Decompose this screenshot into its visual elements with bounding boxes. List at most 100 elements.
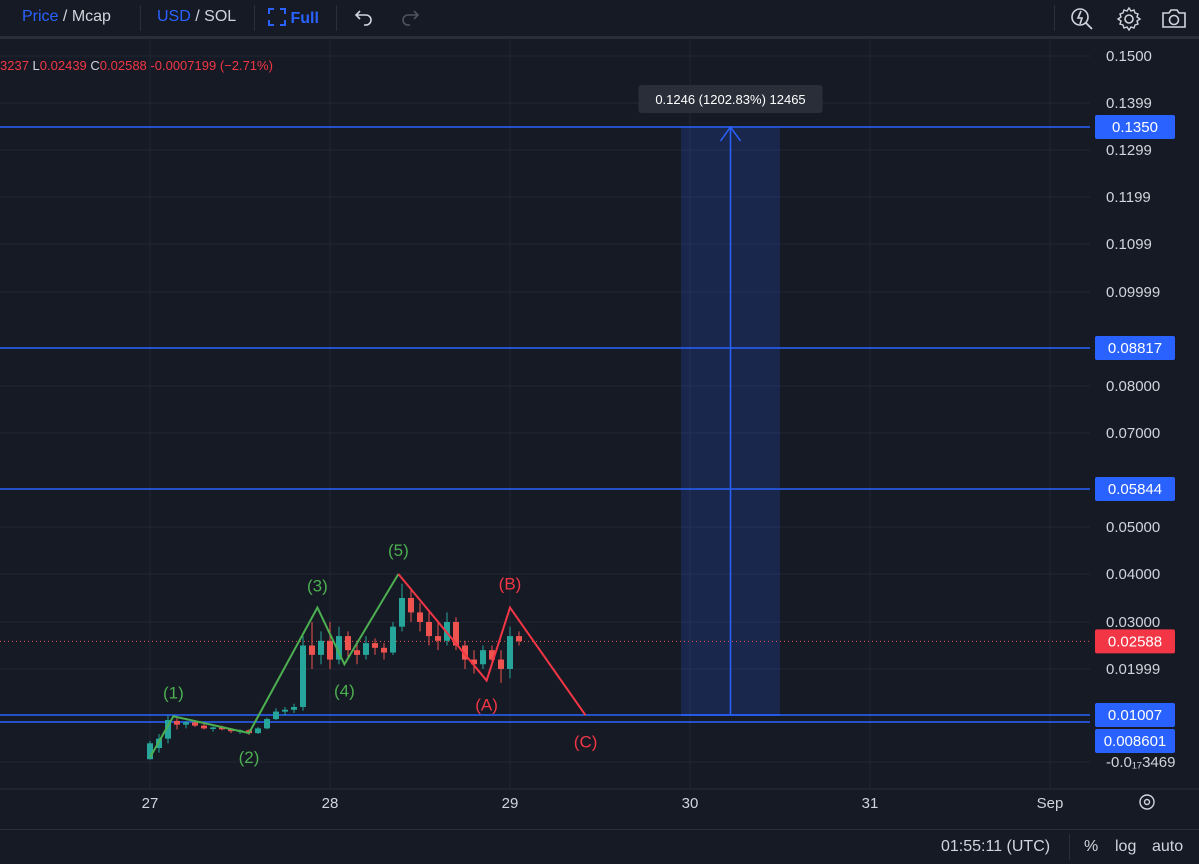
candle-body — [381, 647, 387, 653]
usd-option[interactable]: USD — [157, 8, 191, 25]
price-axis-background — [1090, 39, 1199, 789]
candle-body — [336, 636, 342, 660]
price-option[interactable]: Price — [22, 8, 59, 25]
price-line-tag-label: 0.01007 — [1108, 707, 1162, 724]
x-tick-label: 29 — [502, 795, 519, 812]
candle-body — [480, 650, 486, 665]
candle-body — [327, 640, 333, 660]
candle-body — [498, 659, 504, 669]
fullscreen-icon — [268, 8, 286, 26]
candle-body — [210, 727, 216, 729]
mcap-option[interactable]: Mcap — [71, 8, 111, 25]
x-tick-label: 27 — [142, 795, 159, 812]
price-line-tag-label: 0.1350 — [1112, 119, 1158, 136]
wave-line — [397, 573, 587, 716]
redo-button[interactable] — [398, 6, 424, 30]
wave-label: (3) — [307, 577, 328, 596]
grid-layer — [0, 39, 1090, 789]
wave-label: (B) — [499, 575, 522, 594]
y-tick-label: 0.1500 — [1106, 48, 1152, 65]
candle-body — [435, 636, 441, 641]
measure-tool: 0.1246 (1202.83%) 12465 — [638, 85, 823, 716]
ohlc-legend: 3237 L0.02439 C0.02588 -0.0007199 (−2.71… — [0, 58, 273, 73]
top-toolbar: Price / Mcap USD / SOL Full — [0, 0, 1199, 39]
candle-body — [201, 725, 207, 729]
measure-label: 0.1246 (1202.83%) 12465 — [655, 92, 805, 107]
candle-body — [255, 728, 261, 734]
price-line-tag-label: 0.08817 — [1108, 340, 1162, 357]
elliott-waves: (1) (2) (3) (4) (5) (A) (B) (C) — [149, 541, 597, 767]
full-button[interactable]: Full — [268, 8, 319, 28]
price-line-tag-label: 0.05844 — [1108, 481, 1162, 498]
candle-body — [192, 722, 198, 726]
x-tick-label: 30 — [682, 795, 699, 812]
candle-body — [462, 645, 468, 660]
y-tick-label: 0.07000 — [1106, 425, 1160, 442]
y-tick-label: 0.04000 — [1106, 566, 1160, 583]
y-tick-label: 0.1299 — [1106, 142, 1152, 159]
y-tick-label: 0.01999 — [1106, 661, 1160, 678]
alert-icon — [1071, 8, 1093, 30]
currency-toggle[interactable]: USD / SOL — [157, 8, 236, 26]
price-labels: 0.1350 0.08817 0.05844 0.01007 0.008601 0.025… — [1095, 115, 1175, 753]
auto-toggle[interactable]: auto — [1152, 838, 1184, 855]
low-value: 0.02439 — [39, 58, 87, 73]
candles — [147, 583, 522, 760]
candle-body — [183, 722, 189, 725]
wave-label: (5) — [388, 541, 409, 560]
measure-label-box — [638, 85, 823, 113]
snapshot-button[interactable] — [1160, 6, 1186, 30]
y-tick-label: 0.1099 — [1106, 236, 1152, 253]
toolbar-divider — [1054, 5, 1055, 31]
x-tick-label: 31 — [862, 795, 879, 812]
y-tick-label: 0.1399 — [1106, 95, 1152, 112]
candle-body — [228, 729, 234, 732]
price-line-tag — [1095, 336, 1175, 360]
y-tick-label: 0.09999 — [1106, 284, 1160, 301]
price-mcap-toggle[interactable]: Price / Mcap — [22, 8, 111, 26]
change-value: -0.0007199 (−2.71%) — [150, 58, 273, 73]
price-line-tag — [1095, 703, 1175, 727]
gear-icon — [1116, 6, 1142, 32]
time-axis-settings-button[interactable] — [1139, 794, 1155, 810]
utc-clock[interactable]: 01:55:11 (UTC) — [941, 838, 1051, 855]
toolbar-divider — [140, 5, 141, 31]
toolbar-divider — [254, 5, 255, 31]
price-chart[interactable]: 0.1246 (1202.83%) 12465 (1)(2)(3)(4)(5)(… — [0, 39, 1199, 829]
candle-body — [453, 622, 459, 646]
candle-body — [219, 727, 225, 730]
wave-label: (A) — [475, 696, 498, 715]
sol-option[interactable]: SOL — [204, 8, 237, 25]
candle-body — [174, 720, 180, 725]
axes: 0.1500 0.1399 0.1299 0.1199 0.1099 0.09999 0.0… — [142, 48, 1176, 812]
price-mcap-slash: / — [62, 8, 68, 25]
candle-body — [489, 650, 495, 660]
percent-toggle[interactable]: % — [1084, 838, 1099, 855]
wave-label: (4) — [334, 681, 355, 700]
camera-icon — [1162, 9, 1186, 28]
candle-body — [417, 612, 423, 622]
candle-body — [300, 645, 306, 707]
full-label: Full — [290, 10, 319, 27]
undo-button[interactable] — [352, 6, 378, 30]
alert-button[interactable] — [1069, 6, 1095, 30]
price-line-tag — [1095, 729, 1175, 753]
y-tick-label: 0.08000 — [1106, 378, 1160, 395]
candle-body — [273, 711, 279, 720]
candle-body — [147, 743, 153, 760]
candle-body — [363, 643, 369, 655]
candle-body — [345, 636, 351, 651]
wave-line — [149, 573, 400, 758]
price-lines — [0, 126, 1094, 723]
x-tick-label: Sep — [1037, 795, 1064, 812]
bottom-divider — [1069, 834, 1070, 860]
close-value: 0.02588 — [99, 58, 147, 73]
candle-body — [165, 719, 171, 739]
candle-body — [282, 709, 288, 712]
candle-body — [471, 659, 477, 665]
close-key: C — [90, 58, 100, 73]
low-key: L — [32, 58, 40, 73]
undo-icon — [354, 10, 372, 26]
log-toggle[interactable]: log — [1115, 838, 1137, 855]
settings-button[interactable] — [1116, 6, 1142, 32]
